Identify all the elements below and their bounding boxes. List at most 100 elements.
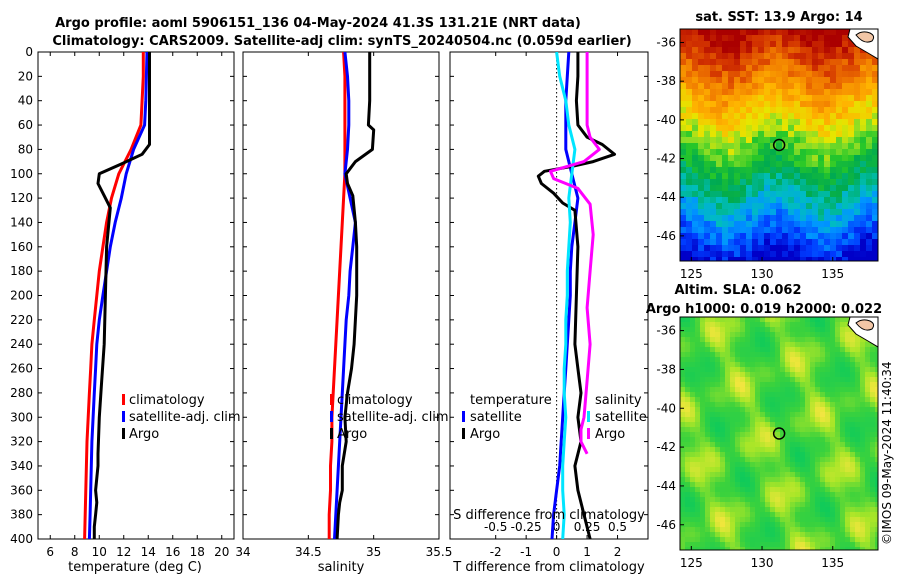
- map-cell: [855, 507, 861, 513]
- map-cell: [704, 251, 711, 258]
- map-cell: [765, 382, 771, 388]
- map-cell: [704, 197, 711, 204]
- map-cell: [765, 487, 771, 493]
- map-cell: [704, 185, 711, 192]
- map-cell: [764, 95, 771, 102]
- map-cell: [824, 185, 831, 192]
- map-cell: [690, 502, 696, 508]
- map-cell: [870, 452, 876, 458]
- map-cell: [820, 397, 826, 403]
- map-cell: [692, 251, 699, 258]
- map-cell: [746, 71, 753, 78]
- map-cell: [836, 59, 843, 66]
- map-cell: [824, 239, 831, 246]
- map-cell: [854, 89, 861, 96]
- map-cell: [760, 487, 766, 493]
- map-cell: [722, 227, 729, 234]
- map-cell: [770, 412, 776, 418]
- map-cell: [870, 347, 876, 353]
- map-cell: [752, 47, 759, 54]
- map-cell: [735, 327, 741, 333]
- map-cell: [704, 29, 711, 36]
- map-cell: [695, 527, 701, 533]
- map-cell: [695, 372, 701, 378]
- map-cell: [800, 221, 807, 228]
- map-cell: [800, 492, 806, 498]
- map-cell: [860, 362, 866, 368]
- map-cell: [855, 532, 861, 538]
- map-cell: [845, 432, 851, 438]
- map-cell: [750, 487, 756, 493]
- map-cell: [825, 387, 831, 393]
- map-cell: [770, 507, 776, 513]
- map-cell: [746, 173, 753, 180]
- map-cell: [825, 342, 831, 348]
- map-cell: [698, 131, 705, 138]
- map-cell: [812, 107, 819, 114]
- map-cell: [755, 407, 761, 413]
- map-cell: [845, 482, 851, 488]
- map-cell: [780, 527, 786, 533]
- map-cell: [685, 507, 691, 513]
- map-cell: [764, 209, 771, 216]
- map-cell: [685, 537, 691, 543]
- series-line-salinity-argo: [549, 52, 601, 455]
- map-cell: [865, 482, 871, 488]
- map-cell: [765, 427, 771, 433]
- map-cell: [830, 332, 836, 338]
- map-cell: [872, 167, 878, 174]
- map-cell: [812, 119, 819, 126]
- map-cell: [800, 317, 806, 323]
- map-cell: [704, 83, 711, 90]
- map-cell: [680, 83, 687, 90]
- map-cell: [795, 457, 801, 463]
- map-cell: [710, 377, 716, 383]
- map-cell: [715, 537, 721, 543]
- map-lat-label: -44: [656, 479, 676, 493]
- map-cell: [700, 467, 706, 473]
- map-cell: [805, 417, 811, 423]
- map-cell: [686, 29, 693, 36]
- map-cell: [705, 512, 711, 518]
- map-cell: [730, 402, 736, 408]
- map-cell: [805, 422, 811, 428]
- map-cell: [810, 492, 816, 498]
- map-cell: [870, 472, 876, 478]
- map-cell: [776, 125, 783, 132]
- map-cell: [812, 221, 819, 228]
- map-cell: [680, 532, 686, 538]
- map-cell: [728, 251, 735, 258]
- x-tick-label: 1: [583, 545, 591, 559]
- map-cell: [770, 407, 776, 413]
- depth-tick-label: 40: [18, 94, 33, 108]
- map-cell: [686, 239, 693, 246]
- map-cell: [690, 317, 696, 323]
- map-cell: [830, 35, 837, 42]
- map-cell: [775, 347, 781, 353]
- map-cell: [720, 422, 726, 428]
- map-cell: [730, 467, 736, 473]
- map-cell: [830, 422, 836, 428]
- map-cell: [755, 542, 761, 548]
- map-cell: [840, 367, 846, 373]
- map-cell: [690, 412, 696, 418]
- map-cell: [840, 402, 846, 408]
- map-cell: [764, 161, 771, 168]
- map-cell: [680, 161, 687, 168]
- map-cell: [870, 482, 876, 488]
- map-cell: [845, 447, 851, 453]
- map-cell: [722, 245, 729, 252]
- map-cell: [740, 113, 747, 120]
- map-cell: [805, 402, 811, 408]
- map-cell: [725, 517, 731, 523]
- map-cell: [825, 432, 831, 438]
- map-cell: [770, 372, 776, 378]
- map-cell: [720, 382, 726, 388]
- map-cell: [745, 442, 751, 448]
- map-cell: [800, 107, 807, 114]
- map-cell: [716, 101, 723, 108]
- map-cell: [730, 357, 736, 363]
- map-cell: [690, 527, 696, 533]
- map-cell: [720, 452, 726, 458]
- map-cell: [854, 131, 861, 138]
